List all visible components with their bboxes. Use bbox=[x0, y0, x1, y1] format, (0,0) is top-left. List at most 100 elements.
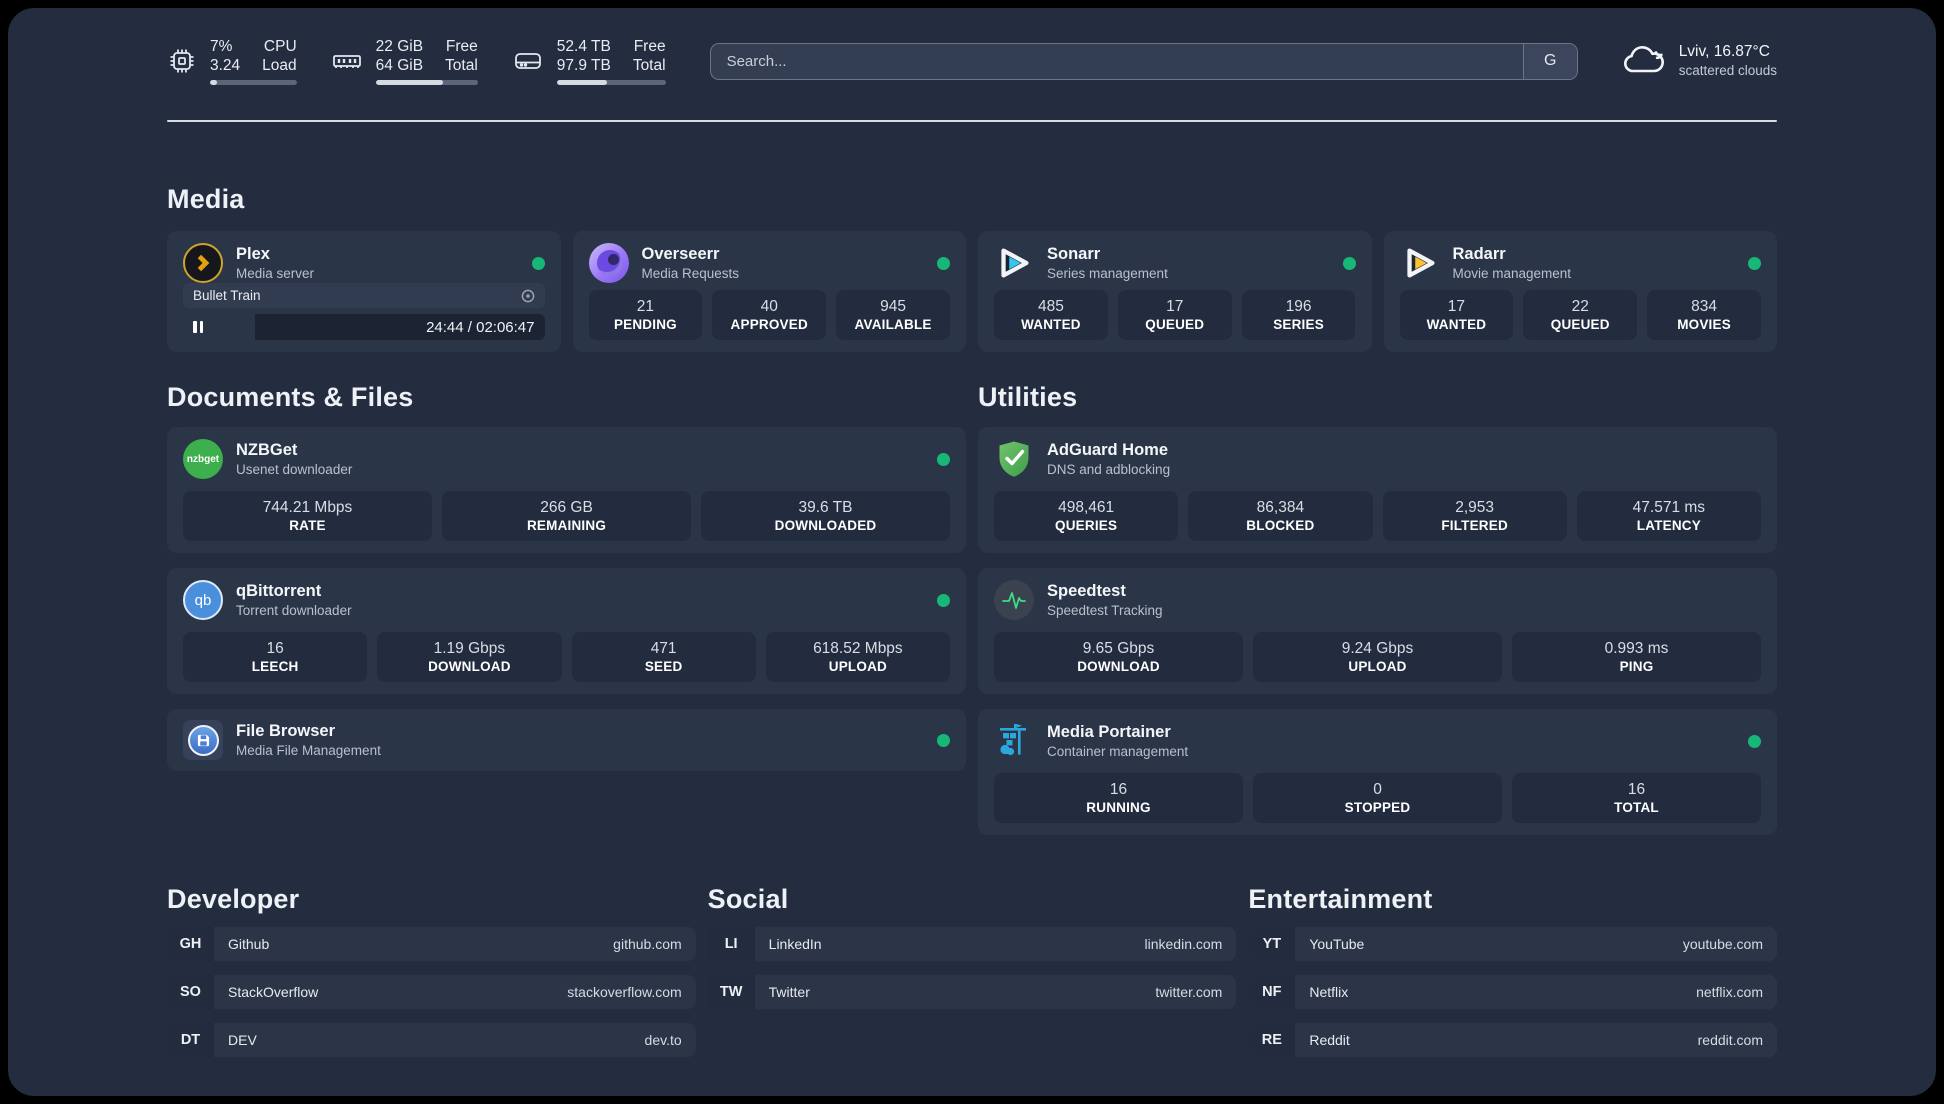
bookmark-netflix[interactable]: NF Netflix netflix.com bbox=[1248, 975, 1777, 1009]
stat-approved: 40 APPROVED bbox=[712, 290, 827, 340]
app-name: File Browser bbox=[236, 721, 336, 740]
stat-pending: 21 PENDING bbox=[588, 290, 703, 340]
app-name: qBittorrent bbox=[236, 581, 322, 600]
utilities-column: Utilities AdGuard Home DNS and adblockin… bbox=[978, 382, 1777, 850]
weather-condition: scattered clouds bbox=[1678, 63, 1777, 78]
app-description: Media server bbox=[236, 265, 315, 281]
stat-total: 16 TOTAL bbox=[1512, 773, 1761, 823]
app-card-portainer[interactable]: Media Portainer Container management 16 R… bbox=[978, 709, 1777, 835]
section-title-developer: Developer bbox=[167, 884, 300, 914]
app-card-radarr[interactable]: Radarr Movie management 17 WANTED 22 QUEUE… bbox=[1383, 231, 1777, 352]
disk-icon bbox=[514, 53, 541, 69]
section-title-media: Media bbox=[167, 184, 245, 214]
pause-icon[interactable] bbox=[193, 321, 203, 333]
header-divider bbox=[167, 120, 1777, 122]
bookmark-name: LinkedIn bbox=[768, 936, 822, 952]
app-name: AdGuard Home bbox=[1047, 440, 1169, 459]
stat-running: 16 RUNNING bbox=[994, 773, 1243, 823]
search-input[interactable] bbox=[710, 43, 1523, 79]
playback-progress-bar[interactable]: 24:44 / 02:06:47 bbox=[183, 314, 545, 340]
cpu-label: CPU bbox=[263, 38, 297, 55]
bookmark-dev[interactable]: DT DEV dev.to bbox=[167, 1023, 696, 1057]
storage-label: Free bbox=[633, 38, 666, 55]
cpu-monitor: 7% 3.24 CPU Load bbox=[167, 37, 297, 85]
stat-download: 1.19 Gbps DOWNLOAD bbox=[377, 632, 562, 682]
bookmark-reddit[interactable]: RE Reddit reddit.com bbox=[1248, 1023, 1777, 1057]
app-description: DNS and adblocking bbox=[1047, 461, 1171, 477]
app-card-speedtest[interactable]: Speedtest Speedtest Tracking 9.65 Gbps DO… bbox=[978, 568, 1777, 694]
search-bar: G bbox=[709, 42, 1578, 80]
section-title-social: Social bbox=[707, 884, 789, 914]
weather-location-temp: Lviv, 16.87°C bbox=[1678, 43, 1770, 60]
stat-ping: 0.993 ms PING bbox=[1512, 632, 1761, 682]
app-card-adguard[interactable]: AdGuard Home DNS and adblocking 498,461 Q… bbox=[978, 427, 1777, 553]
status-online-dot bbox=[937, 733, 950, 747]
app-name: Plex bbox=[236, 244, 270, 263]
app-description: Media File Management bbox=[236, 742, 381, 758]
bookmark-name: StackOverflow bbox=[228, 984, 319, 1000]
memory-free: 22 GiB bbox=[375, 38, 424, 55]
stat-movies: 834 MOVIES bbox=[1647, 290, 1761, 340]
bookmark-linkedin[interactable]: LI LinkedIn linkedin.com bbox=[707, 927, 1237, 961]
bookmark-github[interactable]: GH Github github.com bbox=[167, 927, 696, 961]
app-card-qbittorrent[interactable]: qb qBittorrent Torrent downloader 16 LEEC… bbox=[167, 568, 966, 694]
storage-monitor: 52.4 TB 97.9 TB Free Total bbox=[512, 37, 666, 85]
stat-rate: 744.21 Mbps RATE bbox=[183, 491, 432, 541]
app-card-plex[interactable]: Plex Media server Bullet Train 24:44 / 0… bbox=[167, 231, 561, 352]
bookmark-name: Github bbox=[228, 936, 270, 952]
app-stats: 744.21 Mbps RATE 266 GB REMAINING 39.6 TB D… bbox=[183, 491, 950, 541]
speedtest-icon bbox=[994, 580, 1034, 620]
app-card-filebrowser[interactable]: File Browser Media File Management bbox=[167, 709, 966, 771]
now-playing-row: Bullet Train bbox=[183, 283, 545, 308]
bookmarks-entertainment: Entertainment YT YouTube youtube.com NF N… bbox=[1248, 884, 1777, 1071]
bookmark-url: github.com bbox=[613, 936, 682, 952]
bookmark-url: stackoverflow.com bbox=[567, 984, 682, 1000]
bookmark-tag: TW bbox=[707, 975, 755, 1009]
filebrowser-icon bbox=[183, 720, 223, 760]
app-stats: 498,461 QUERIES 86,384 BLOCKED 2,953 FILTER… bbox=[994, 491, 1761, 541]
app-name: Sonarr bbox=[1047, 244, 1101, 263]
bookmark-name: Reddit bbox=[1309, 1032, 1350, 1048]
app-description: Media Requests bbox=[641, 265, 740, 281]
bookmark-tag: YT bbox=[1248, 927, 1296, 961]
app-description: Usenet downloader bbox=[236, 461, 353, 477]
now-playing-title: Bullet Train bbox=[193, 288, 261, 303]
qbittorrent-icon: qb bbox=[183, 580, 223, 620]
memory-label: Free bbox=[445, 38, 478, 55]
stat-filtered: 2,953 FILTERED bbox=[1382, 491, 1567, 541]
bookmark-name: Netflix bbox=[1309, 984, 1349, 1000]
stat-queries: 498,461 QUERIES bbox=[994, 491, 1179, 541]
app-card-overseerr[interactable]: Overseerr Media Requests 21 PENDING 40 APP… bbox=[572, 231, 966, 352]
bookmark-url: dev.to bbox=[644, 1032, 682, 1048]
bookmark-stackoverflow[interactable]: SO StackOverflow stackoverflow.com bbox=[167, 975, 696, 1009]
app-stats: 9.65 Gbps DOWNLOAD 9.24 Gbps UPLOAD 0.993 … bbox=[994, 632, 1761, 682]
storage-total: 97.9 TB bbox=[556, 57, 611, 74]
playback-time: 24:44 / 02:06:47 bbox=[426, 318, 535, 336]
section-title-utilities: Utilities bbox=[978, 382, 1078, 412]
session-target-icon[interactable] bbox=[520, 288, 536, 304]
portainer-icon bbox=[994, 721, 1034, 761]
bookmark-tag: NF bbox=[1248, 975, 1296, 1009]
section-title-entertainment: Entertainment bbox=[1248, 884, 1433, 914]
ram-icon bbox=[332, 55, 361, 68]
bookmark-twitter[interactable]: TW Twitter twitter.com bbox=[707, 975, 1237, 1009]
top-bar: 7% 3.24 CPU Load 22 GiB 64 GiB Free Total bbox=[167, 34, 1777, 88]
bookmarks-social: Social LI LinkedIn linkedin.com TW Twitte… bbox=[707, 884, 1237, 1071]
status-online-dot bbox=[937, 256, 950, 270]
app-card-sonarr[interactable]: Sonarr Series management 485 WANTED 17 QUE… bbox=[978, 231, 1372, 352]
cpu-label2: Load bbox=[262, 57, 297, 74]
media-card-grid: Plex Media server Bullet Train 24:44 / 0… bbox=[167, 231, 1777, 352]
app-description: Movie management bbox=[1452, 265, 1572, 281]
bookmark-name: YouTube bbox=[1309, 936, 1365, 952]
plex-icon bbox=[183, 243, 223, 283]
app-card-nzbget[interactable]: nzbget NZBGet Usenet downloader 744.21 M… bbox=[167, 427, 966, 553]
search-engine-button[interactable]: G bbox=[1522, 43, 1577, 79]
section-title-documents: Documents & Files bbox=[167, 382, 414, 412]
bookmark-name: Twitter bbox=[768, 984, 810, 1000]
stat-stopped: 0 STOPPED bbox=[1253, 773, 1502, 823]
weather-widget: Lviv, 16.87°C scattered clouds bbox=[1620, 42, 1777, 80]
bookmark-youtube[interactable]: YT YouTube youtube.com bbox=[1248, 927, 1777, 961]
app-name: Speedtest bbox=[1047, 581, 1126, 600]
bookmark-url: linkedin.com bbox=[1144, 936, 1223, 952]
sonarr-icon bbox=[994, 243, 1034, 283]
